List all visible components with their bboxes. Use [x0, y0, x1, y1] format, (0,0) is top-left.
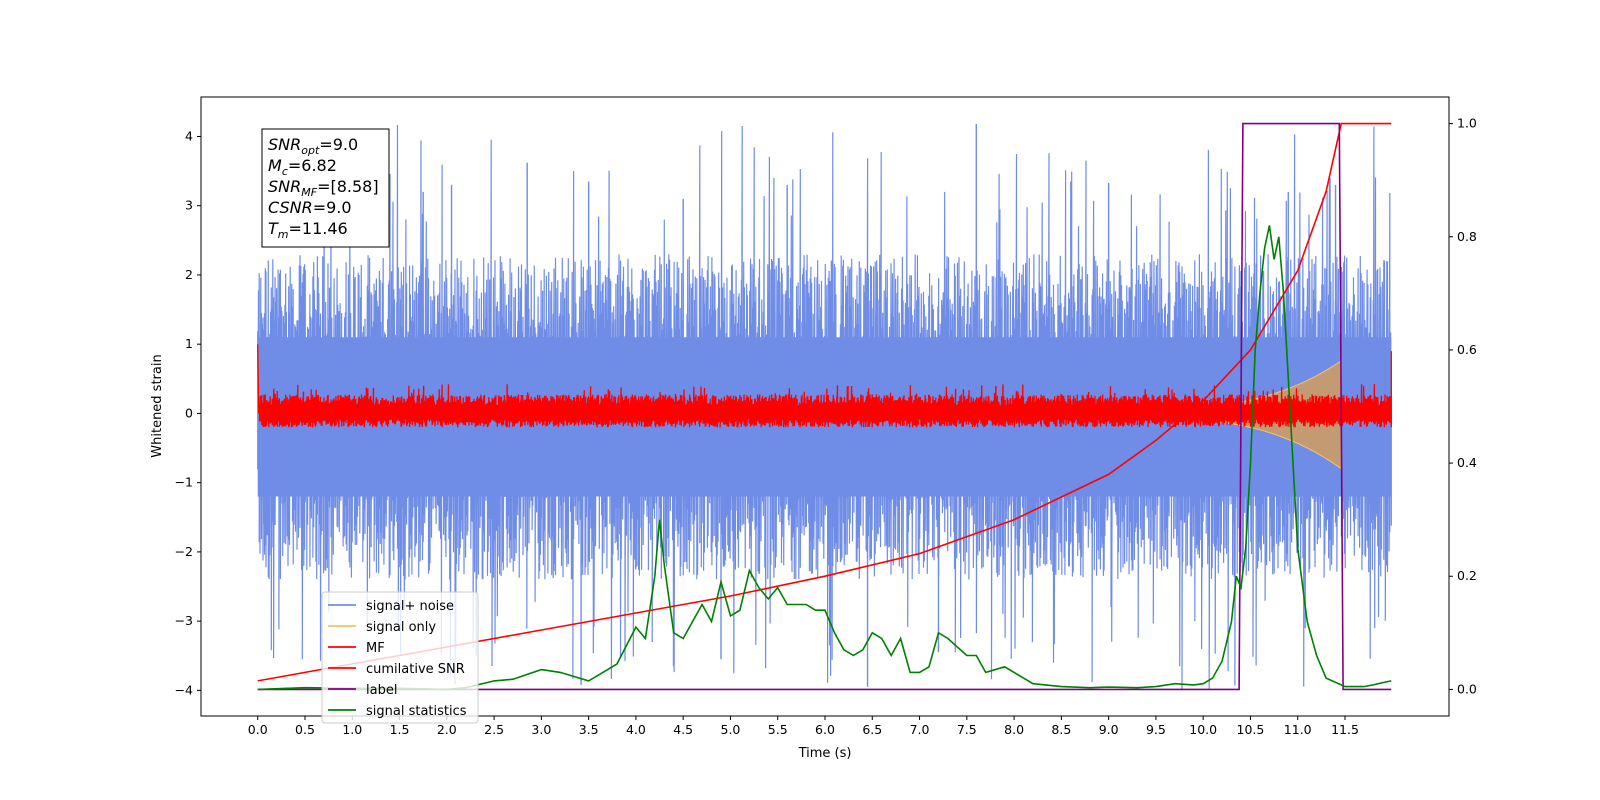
x-tick-label: 7.0: [910, 722, 930, 737]
series-mf: [257, 344, 1392, 428]
x-tick-label: 6.0: [815, 722, 835, 737]
legend: signal+ noise signal only MF cumilative SNR…: [321, 591, 479, 724]
y-tick-label: −2: [175, 544, 193, 559]
legend-label: cumilative SNR: [366, 662, 465, 677]
x-tick-label: 7.5: [957, 722, 977, 737]
annotation-line: SNRopt=9.0: [268, 135, 358, 157]
x-tick-label: 5.5: [768, 722, 788, 737]
x-tick-label: 3.5: [579, 722, 599, 737]
series-label: [257, 122, 1392, 691]
y2-tick-label: 0.8: [1457, 229, 1477, 244]
annotation-line: Tm=11.46: [268, 219, 348, 241]
y2-tick-label: 1.0: [1457, 116, 1477, 131]
y-axis-title: Whitened strain: [150, 354, 165, 457]
x-tick-label: 8.5: [1051, 722, 1071, 737]
annotation-frame: [261, 128, 390, 248]
legend-frame: [321, 591, 479, 724]
x-tick-label: 10.5: [1237, 722, 1265, 737]
x-tick-label: 0.5: [295, 722, 315, 737]
x-axis-title: Time (s): [798, 746, 852, 761]
x-tick-label: 1.0: [342, 722, 362, 737]
legend-label: signal only: [366, 620, 436, 635]
x-tick-label: 3.0: [531, 722, 551, 737]
x-tick-label: 9.5: [1146, 722, 1166, 737]
x-tick-label: 6.5: [862, 722, 882, 737]
x-tick-label: 8.0: [1004, 722, 1024, 737]
x-tick-label: 9.0: [1099, 722, 1119, 737]
x-tick-label: 1.5: [390, 722, 410, 737]
x-tick-label: 2.0: [437, 722, 457, 737]
annotation-line: SNRMF=[8.58]: [268, 177, 379, 199]
x-tick-label: 2.5: [484, 722, 504, 737]
x-tick-label: 11.0: [1284, 722, 1312, 737]
y-tick-label: 3: [185, 198, 193, 213]
legend-label: signal statistics: [366, 704, 467, 719]
y-tick-label: 2: [185, 267, 193, 282]
x-tick-label: 10.0: [1189, 722, 1217, 737]
y-tick-label: 1: [185, 336, 193, 351]
legend-label: label: [366, 683, 397, 698]
x-tick-label: 4.0: [626, 722, 646, 737]
y-tick-label: −3: [175, 613, 193, 628]
y-tick-label: 0: [185, 405, 193, 420]
y-tick-label: −1: [175, 475, 193, 490]
x-tick-label: 4.5: [673, 722, 693, 737]
series-signal-statistics: [257, 225, 1392, 691]
y2-tick-label: 0.0: [1457, 681, 1477, 696]
series-cumulative-snr: [257, 122, 1392, 682]
annotation-line: Mc=6.82: [268, 156, 337, 178]
legend-label: MF: [366, 641, 385, 656]
y-tick-label: 4: [185, 128, 193, 143]
x-tick-label: 5.0: [721, 722, 741, 737]
annotation-line: CSNR=9.0: [268, 198, 352, 217]
legend-label: signal+ noise: [366, 599, 454, 614]
x-tick-label: 0.0: [248, 722, 268, 737]
y2-tick-label: 0.2: [1457, 568, 1477, 583]
y2-tick-label: 0.6: [1457, 342, 1477, 357]
y2-tick-label: 0.4: [1457, 455, 1477, 470]
y-tick-label: −4: [175, 682, 193, 697]
x-tick-label: 11.5: [1331, 722, 1359, 737]
